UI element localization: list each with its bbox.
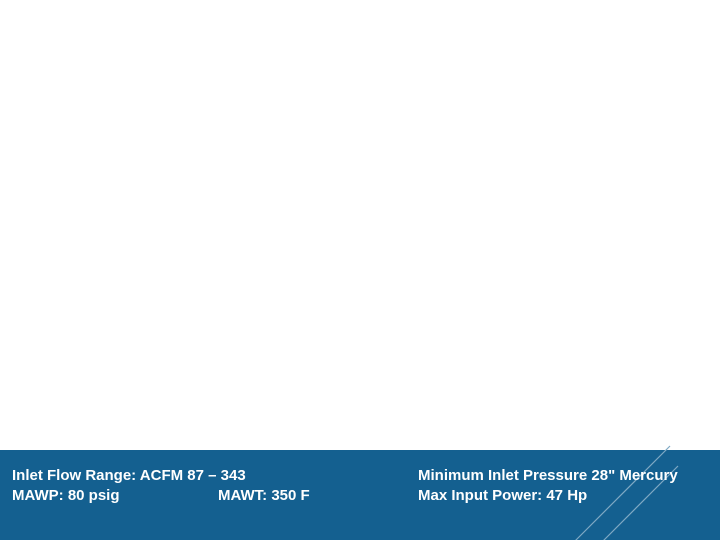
spec-row-1: Inlet Flow Range: ACFM 87 – 343 Minimum … <box>12 466 708 485</box>
footer-band: Inlet Flow Range: ACFM 87 – 343 Minimum … <box>0 450 720 540</box>
max-input-power: Max Input Power: 47 Hp <box>418 487 587 504</box>
inlet-flow-range: Inlet Flow Range: ACFM 87 – 343 <box>12 466 246 485</box>
mawt: MAWT: 350 F <box>218 487 310 504</box>
min-inlet-pressure: Minimum Inlet Pressure 28" Mercury <box>418 467 678 484</box>
spec-row-2: MAWP: 80 psig MAWT: 350 F Max Input Powe… <box>12 486 708 505</box>
mawp: MAWP: 80 psig <box>12 487 120 504</box>
